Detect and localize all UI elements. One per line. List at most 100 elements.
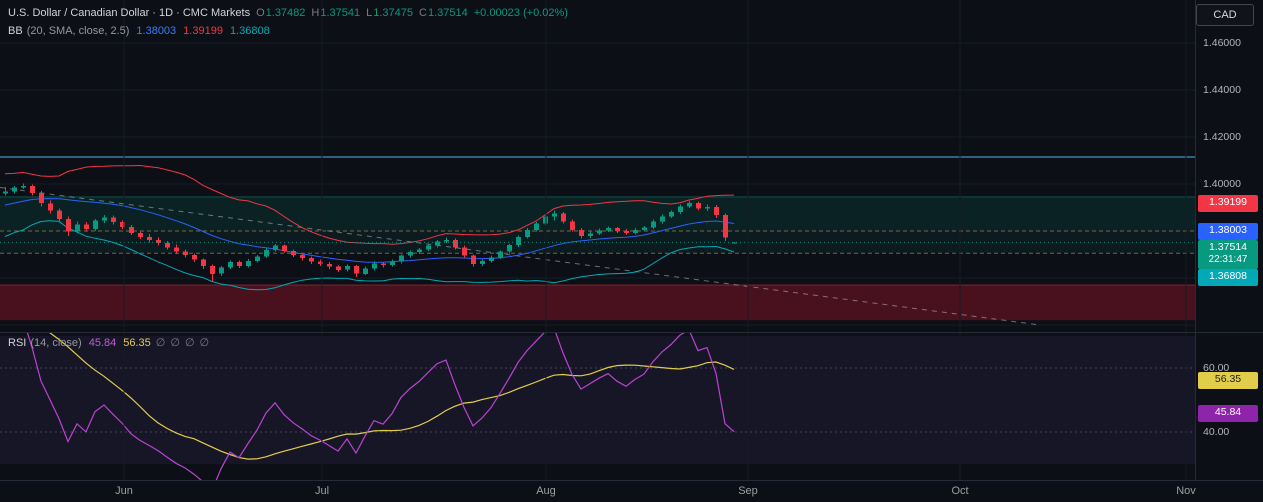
time-axis-month: Nov bbox=[1176, 485, 1196, 497]
candle-body bbox=[345, 266, 350, 270]
price-zone bbox=[0, 285, 1195, 321]
legend-value: 1.37475 bbox=[373, 7, 414, 19]
symbol-title[interactable]: U.S. Dollar / Canadian Dollar · 1D · CMC… bbox=[8, 7, 251, 19]
candle-body bbox=[507, 245, 512, 252]
legend-value: ∅ bbox=[155, 337, 166, 349]
price-badge: 1.39199 bbox=[1198, 194, 1258, 212]
rsi-line bbox=[26, 333, 735, 480]
candle-body bbox=[48, 203, 53, 211]
time-axis[interactable]: Jun Jul Aug Sep Oct Nov bbox=[0, 480, 1263, 502]
price-tick: 40.00 bbox=[1203, 426, 1230, 438]
price-badge: 1.37514 22:31:47 bbox=[1198, 239, 1258, 269]
rsi-pane bbox=[0, 333, 1195, 480]
candle-body bbox=[246, 261, 251, 266]
bb-upper-line bbox=[4, 164, 735, 245]
legend-value: 1.38003 bbox=[136, 25, 177, 37]
time-axis-month: Aug bbox=[536, 485, 556, 497]
candle-body bbox=[228, 262, 233, 268]
bb-values: 1.38003 1.39199 1.36808 bbox=[129, 25, 269, 37]
candle-body bbox=[579, 229, 584, 237]
candle-body bbox=[471, 255, 476, 264]
legend-value: H bbox=[311, 7, 320, 19]
candle-body bbox=[174, 247, 179, 252]
rsi-label[interactable]: RSI bbox=[8, 337, 27, 349]
candle-body bbox=[219, 267, 224, 274]
legend-value: 45.84 bbox=[88, 337, 117, 349]
candle-body bbox=[453, 239, 458, 248]
candle-body bbox=[156, 239, 161, 244]
price-tick: 1.40000 bbox=[1203, 178, 1241, 190]
candle-body bbox=[615, 228, 620, 231]
candle-body bbox=[327, 263, 332, 267]
candle-body bbox=[264, 249, 269, 257]
candle-body bbox=[588, 233, 593, 237]
candle-body bbox=[606, 228, 611, 231]
price-zone bbox=[0, 231, 1195, 254]
price-badge: 1.36808 bbox=[1198, 268, 1258, 286]
candle-body bbox=[93, 220, 98, 230]
rsi-ma-line bbox=[49, 333, 735, 460]
time-axis-month: Jul bbox=[314, 485, 330, 497]
price-axis[interactable]: 1.46000 1.44000 1.42000 1.40000 1.39199 1.380… bbox=[1195, 0, 1263, 480]
candle-body bbox=[498, 251, 503, 258]
candle-body bbox=[210, 265, 215, 274]
candle-body bbox=[408, 252, 413, 256]
legend-value: O bbox=[256, 7, 265, 19]
candle-body bbox=[435, 241, 440, 246]
price-tick: 1.44000 bbox=[1203, 84, 1241, 96]
candle-body bbox=[732, 242, 737, 244]
candle-body bbox=[57, 210, 62, 219]
rsi-legend[interactable]: RSI (14, close) 45.84 56.35 ∅ ∅ ∅ ∅ bbox=[8, 336, 209, 349]
legend-value: ∅ bbox=[170, 337, 180, 349]
candle-body bbox=[336, 266, 341, 270]
candle-body bbox=[138, 232, 143, 237]
candle-body bbox=[381, 263, 386, 265]
candle-body bbox=[111, 217, 116, 223]
candle-body bbox=[3, 191, 8, 194]
candle-body bbox=[399, 255, 404, 262]
candle-body bbox=[534, 223, 539, 230]
candle-body bbox=[417, 249, 422, 253]
candle-body bbox=[75, 224, 80, 232]
candle-body bbox=[642, 227, 647, 230]
candle-body bbox=[30, 185, 35, 193]
candle-body bbox=[273, 245, 278, 250]
candle-body bbox=[291, 251, 296, 255]
candle-body bbox=[120, 222, 125, 227]
candle-body bbox=[597, 230, 602, 234]
candle-body bbox=[525, 229, 530, 237]
candle-body bbox=[66, 218, 71, 232]
price-tick: 60.00 bbox=[1203, 362, 1230, 374]
candle-body bbox=[516, 236, 521, 246]
candle-body bbox=[624, 231, 629, 233]
axis-lines bbox=[0, 0, 1263, 480]
candle-body bbox=[300, 255, 305, 259]
candle-body bbox=[318, 261, 323, 264]
bb-label[interactable]: BB bbox=[8, 25, 23, 37]
candle-body bbox=[696, 202, 701, 209]
rsi-band-fill bbox=[0, 336, 1195, 464]
legend-value: 1.39199 bbox=[183, 25, 223, 37]
candle-body bbox=[201, 259, 206, 266]
candle-body bbox=[651, 221, 656, 228]
currency-button[interactable]: CAD bbox=[1196, 4, 1254, 26]
rsi-hidden-values: ∅ ∅ ∅ ∅ bbox=[151, 337, 209, 349]
candle-body bbox=[309, 258, 314, 262]
bb-basis-line bbox=[4, 198, 735, 263]
ohlc-values: O1.37482 H1.37541 L1.37475 C1.37514 bbox=[250, 7, 468, 19]
candle-body bbox=[660, 216, 665, 222]
candle-body bbox=[687, 202, 692, 207]
price-tick: 1.46000 bbox=[1203, 37, 1241, 49]
candle-body bbox=[129, 226, 134, 233]
candle-body bbox=[705, 207, 710, 209]
symbol-legend[interactable]: U.S. Dollar / Canadian Dollar · 1D · CMC… bbox=[8, 7, 568, 19]
legend-value: 1.36808 bbox=[229, 25, 270, 37]
bb-lower-line bbox=[4, 220, 735, 291]
legend-value: L bbox=[366, 7, 373, 19]
trendline bbox=[0, 187, 1041, 326]
candle-body bbox=[678, 206, 683, 213]
bb-legend[interactable]: BB (20, SMA, close, 2.5) 1.38003 1.39199 1.3… bbox=[8, 25, 270, 37]
candle-body bbox=[21, 185, 26, 188]
